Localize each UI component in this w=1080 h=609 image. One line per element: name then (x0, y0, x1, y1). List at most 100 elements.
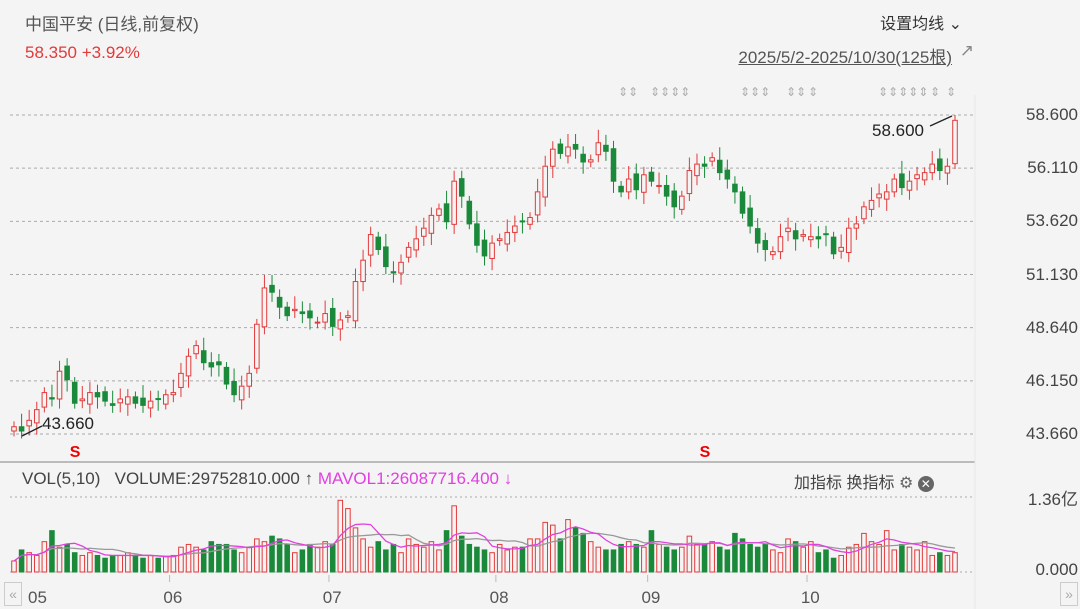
volume-bar (185, 543, 192, 573)
pin-icon[interactable]: ↗ (959, 41, 974, 60)
switch-indicator-button[interactable]: 换指标 (846, 475, 895, 492)
month-label: 10 (800, 588, 820, 607)
candle-body (284, 306, 290, 317)
candle-body (132, 396, 139, 404)
candle-body (481, 239, 488, 257)
candle-body (383, 246, 389, 268)
candle-body (41, 392, 48, 408)
volume-bar (603, 549, 609, 573)
candle-body (883, 191, 890, 200)
volume-bar (360, 538, 366, 573)
month-label: 08 (489, 588, 509, 607)
candle-body (428, 214, 435, 234)
candle-body (345, 315, 351, 318)
price-tick-label: 58.600 (1026, 105, 1078, 124)
candle-body (170, 392, 177, 396)
price-tick-label: 51.130 (1026, 264, 1078, 284)
volume-bar (216, 543, 222, 573)
volume-bar (11, 560, 17, 573)
month-label: 05 (28, 588, 47, 607)
candle-body (33, 409, 40, 424)
volume-bar (474, 546, 480, 573)
volume-bar (709, 541, 715, 573)
candle-body (178, 372, 184, 388)
gear-icon[interactable]: ⚙ (898, 475, 914, 492)
candle-body (952, 119, 958, 165)
add-indicator-button[interactable]: 加指标 (794, 475, 843, 492)
volume-bar (155, 557, 161, 573)
volume-bar (405, 538, 412, 573)
candle-body (87, 392, 93, 405)
candle-body (56, 370, 63, 400)
volume-bar (383, 549, 389, 573)
volume-value: VOLUME:29752810.000 (114, 469, 300, 488)
volume-bar (231, 549, 237, 573)
volume-bar (512, 546, 518, 573)
candle-body (231, 380, 237, 396)
close-icon[interactable]: ✕ (917, 476, 934, 492)
price-quote: 58.350 +3.92% (25, 43, 140, 63)
candle-body (307, 310, 313, 319)
volume-bar (398, 552, 404, 573)
signal-s-marker: S (70, 444, 81, 461)
date-range-link[interactable]: 2025/5/2-2025/10/30(125根) (738, 48, 952, 67)
candle-body (679, 195, 685, 210)
candle-body (18, 426, 25, 432)
candle-body (276, 296, 283, 308)
candle-body (140, 397, 146, 406)
candle-body (314, 321, 321, 324)
candle-body (405, 246, 412, 258)
candle-body (489, 242, 495, 259)
month-label: 06 (163, 588, 183, 607)
candle-body (162, 394, 169, 405)
candle-body (527, 216, 533, 225)
volume-bar (436, 549, 442, 573)
candle-body (914, 174, 920, 180)
volume-bar (754, 546, 761, 573)
candle-body (587, 159, 594, 163)
ma-settings-dropdown[interactable]: 设置均线 ⌄ (880, 16, 962, 33)
volume-bar (504, 549, 511, 573)
volume-bar (891, 549, 898, 573)
volume-bar (451, 505, 457, 573)
candle-body (208, 362, 215, 368)
candle-body (716, 159, 723, 174)
candle-body (808, 236, 814, 241)
event-marker-icon: ⇕ (808, 85, 818, 99)
indicator-tools: 加指标 换指标 ⚙ ✕ (794, 469, 934, 493)
mavol5-line (13, 523, 956, 562)
low-price-annotation: 43.660 (42, 414, 94, 433)
candle-body (565, 146, 571, 157)
price-tick-label: 53.620 (1026, 211, 1078, 231)
volume-bar (352, 527, 359, 573)
candle-body (785, 227, 791, 233)
last-price: 58.350 (25, 43, 77, 62)
volume-bar (610, 549, 617, 573)
candle-body (216, 361, 222, 366)
candle-body (79, 398, 86, 402)
volume-bar (686, 535, 693, 573)
volume-bar (162, 556, 169, 573)
volume-bar (701, 543, 708, 573)
volume-bar (443, 530, 450, 573)
candle-body (64, 365, 70, 381)
candle-body (671, 190, 677, 208)
candle-body (732, 183, 738, 193)
candle-body (656, 184, 662, 187)
volume-bar (193, 546, 199, 573)
candle-body (367, 234, 374, 256)
candle-body (603, 144, 609, 152)
volume-tick-label: 1.36亿 (1027, 490, 1078, 509)
candle-body (193, 345, 199, 355)
volume-bar (815, 552, 822, 573)
candle-body (49, 397, 55, 400)
volume-bar (71, 552, 78, 573)
scroll-left-button[interactable]: « (4, 582, 22, 606)
volume-bar (876, 543, 882, 573)
scroll-right-button[interactable]: » (1060, 582, 1078, 606)
volume-bar (853, 543, 860, 573)
candle-body (944, 165, 951, 174)
volume-bar (49, 530, 55, 573)
volume-bar (284, 543, 290, 573)
